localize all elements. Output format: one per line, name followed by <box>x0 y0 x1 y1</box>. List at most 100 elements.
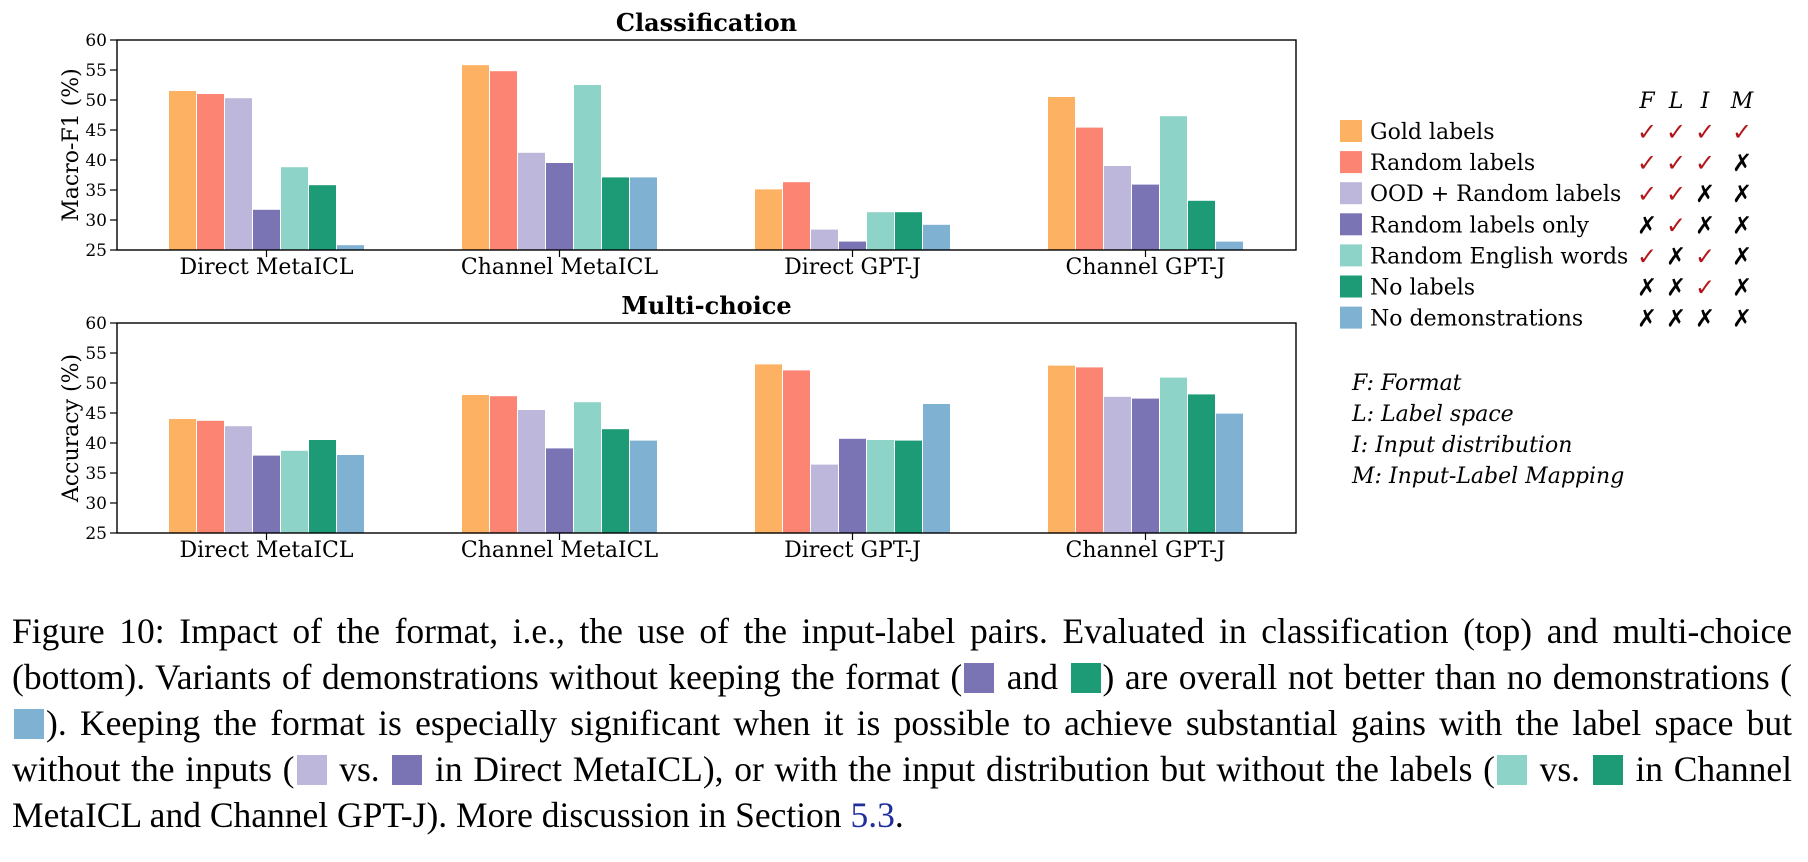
legend-row-random-english-words: Random English words ✓ ✗ ✓ ✗ <box>1340 242 1752 270</box>
x-tick-label-direct-metaicl: Direct MetaICL <box>179 255 353 280</box>
bar-gold-labels-direct-metaicl <box>169 419 196 533</box>
x-tick-label-channel-gpt-j: Channel GPT-J <box>1066 255 1226 280</box>
y-tick-label: 50 <box>85 91 107 111</box>
bar-ood-random-labels-direct-metaicl <box>225 426 252 533</box>
key-line: I: Input distribution <box>1351 433 1572 458</box>
chart-title: Classification <box>616 8 797 37</box>
legend-swatch <box>1340 275 1362 298</box>
bar-random-labels-direct-gpt-j <box>783 370 810 533</box>
bar-ood-random-labels-direct-metaicl <box>225 98 252 250</box>
caption-text-vs-2: vs. <box>1539 749 1581 789</box>
cross-icon: ✗ <box>1666 305 1686 333</box>
check-icon: ✓ <box>1666 180 1686 208</box>
bar-random-labels-only-direct-metaicl <box>253 209 280 250</box>
legend-label: Gold labels <box>1370 120 1495 145</box>
plot-frame <box>116 322 1297 534</box>
check-icon: ✓ <box>1695 118 1715 146</box>
swatch-random-english-words <box>1496 755 1527 785</box>
x-tick-label-channel-metaicl: Channel MetaICL <box>461 255 659 280</box>
bar-random-labels-channel-gpt-j <box>1076 127 1103 250</box>
bar-no-labels-channel-metaicl <box>602 429 629 533</box>
y-tick-label: 50 <box>85 374 107 394</box>
cross-icon: ✗ <box>1695 305 1715 333</box>
caption-text-vs-1: vs. <box>339 749 380 789</box>
bar-ood-random-labels-channel-metaicl <box>518 152 545 250</box>
bar-gold-labels-channel-metaicl <box>462 395 489 533</box>
bar-random-english-words-channel-gpt-j <box>1160 116 1187 250</box>
legend-label: No labels <box>1370 276 1475 301</box>
x-tick-label-direct-gpt-j: Direct GPT-J <box>784 538 921 563</box>
x-tick-label-channel-gpt-j: Channel GPT-J <box>1066 538 1226 563</box>
key-line: F: Format <box>1351 371 1462 396</box>
bar-random-labels-only-direct-metaicl <box>253 455 280 533</box>
legend-row-no-labels: No labels ✗ ✗ ✓ ✗ <box>1340 274 1752 302</box>
bar-gold-labels-direct-gpt-j <box>755 364 782 533</box>
plot-frame <box>116 39 1297 251</box>
check-icon: ✓ <box>1695 274 1715 302</box>
chart-classification: 25 30 35 40 45 50 55 60 Direct MetaICL Channel Me… <box>59 8 1297 280</box>
check-icon: ✓ <box>1666 211 1686 239</box>
check-icon: ✓ <box>1637 118 1657 146</box>
check-icon: ✓ <box>1666 118 1686 146</box>
check-icon: ✓ <box>1695 149 1715 177</box>
bar-no-demonstrations-channel-metaicl <box>630 177 657 250</box>
check-icon: ✓ <box>1637 180 1657 208</box>
caption-text-4: in Direct MetaICL), or with the input di… <box>435 749 1495 789</box>
cross-icon: ✗ <box>1637 305 1657 333</box>
legend-label: Random labels only <box>1370 213 1590 238</box>
key-line: L: Label space <box>1351 402 1514 427</box>
legend-header-i: I <box>1700 89 1711 114</box>
check-icon: ✓ <box>1732 118 1752 146</box>
caption-text-3: ). Keeping the format is especially sign… <box>12 703 1792 789</box>
swatch-random-labels-only-2 <box>392 755 423 785</box>
bar-no-labels-direct-gpt-j <box>895 212 922 250</box>
y-tick-label: 55 <box>85 61 107 81</box>
bar-random-labels-only-direct-gpt-j <box>839 438 866 533</box>
bar-ood-random-labels-channel-metaicl <box>518 410 545 533</box>
y-tick-label: 25 <box>85 524 107 544</box>
bar-ood-random-labels-channel-gpt-j <box>1104 396 1131 533</box>
cross-icon: ✗ <box>1732 305 1752 333</box>
cross-icon: ✗ <box>1666 242 1686 270</box>
caption-text-end: . <box>894 795 904 835</box>
chart-title: Multi-choice <box>621 291 791 320</box>
legend-row-random-labels-only: Random labels only ✗ ✓ ✗ ✗ <box>1340 211 1752 239</box>
bar-random-labels-only-direct-gpt-j <box>839 241 866 250</box>
caption-text-and: and <box>1006 657 1058 697</box>
check-icon: ✓ <box>1637 149 1657 177</box>
y-tick-label: 40 <box>85 151 107 171</box>
y-tick-label: 25 <box>85 241 107 261</box>
bar-no-labels-channel-metaicl <box>602 177 629 250</box>
y-tick-label: 35 <box>85 181 107 201</box>
y-tick-label: 40 <box>85 434 107 454</box>
cross-icon: ✗ <box>1732 274 1752 302</box>
bar-random-english-words-channel-metaicl <box>574 402 601 533</box>
legend-key: F: Format L: Label space I: Input distribu… <box>1351 371 1624 489</box>
cross-icon: ✗ <box>1637 211 1657 239</box>
legend-row-random-labels: Random labels ✓ ✓ ✓ ✗ <box>1340 149 1752 177</box>
y-tick-label: 30 <box>85 494 107 514</box>
cross-icon: ✗ <box>1732 149 1752 177</box>
bar-gold-labels-channel-gpt-j <box>1048 97 1075 250</box>
y-tick-label: 60 <box>85 31 107 51</box>
bar-random-english-words-channel-metaicl <box>574 85 601 250</box>
y-axis-label: Macro-F1 (%) <box>59 68 84 221</box>
bar-random-labels-direct-metaicl <box>197 94 224 250</box>
cross-icon: ✗ <box>1695 180 1715 208</box>
swatch-random-labels-only <box>964 663 995 693</box>
bar-no-labels-channel-gpt-j <box>1188 200 1215 250</box>
bar-no-demonstrations-channel-gpt-j <box>1216 413 1243 533</box>
check-icon: ✓ <box>1666 149 1686 177</box>
bar-ood-random-labels-direct-gpt-j <box>811 464 838 533</box>
bar-random-labels-direct-metaicl <box>197 420 224 533</box>
check-icon: ✓ <box>1695 242 1715 270</box>
section-link[interactable]: 5.3 <box>850 795 895 835</box>
check-icon: ✓ <box>1637 242 1657 270</box>
legend-label: Random English words <box>1370 244 1628 269</box>
bar-no-demonstrations-direct-metaicl <box>337 245 364 250</box>
bar-gold-labels-channel-gpt-j <box>1048 365 1075 533</box>
bar-charts: 25 30 35 40 45 50 55 60 Direct MetaICL Channel Me… <box>59 8 1297 563</box>
y-tick-label: 45 <box>85 121 107 141</box>
legend-swatch <box>1340 213 1362 236</box>
